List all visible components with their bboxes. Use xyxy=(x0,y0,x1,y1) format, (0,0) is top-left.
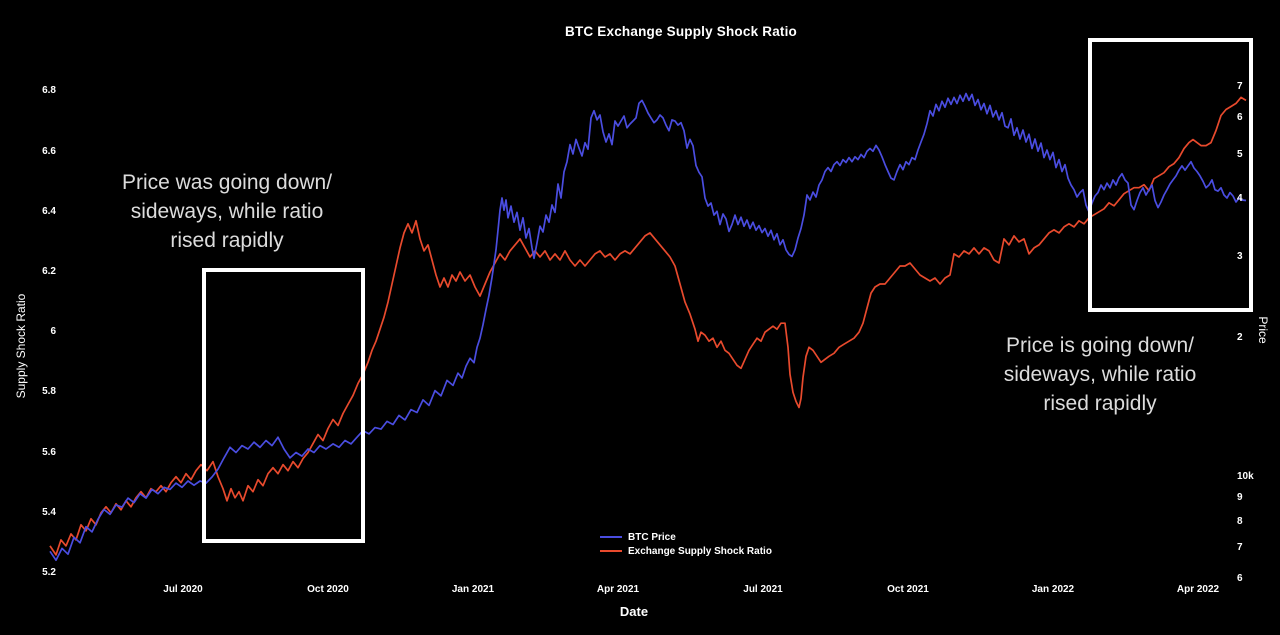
y-right-tick-label: 10k xyxy=(1237,471,1254,482)
annotation-left-line3: rised rapidly xyxy=(170,229,284,252)
x-tick-label: Jul 2020 xyxy=(163,584,203,595)
y-left-tick-label: 5.2 xyxy=(42,567,56,578)
y-left-tick-label: 5.6 xyxy=(42,446,56,458)
highlight-box-right xyxy=(1088,38,1253,312)
y-right-tick-label: 4 xyxy=(1237,193,1243,205)
legend-label: BTC Price xyxy=(628,531,676,543)
y-right-tick-label: 5 xyxy=(1237,148,1243,160)
legend: BTC Price Exchange Supply Shock Ratio xyxy=(600,530,772,558)
x-tick-label: Jan 2022 xyxy=(1031,584,1075,595)
x-tick-label: Oct 2021 xyxy=(887,584,929,595)
x-tick-label: Oct 2020 xyxy=(307,584,349,595)
y-axis-left-title: Supply Shock Ratio xyxy=(14,293,28,399)
legend-swatch-line xyxy=(600,550,622,552)
y-right-tick-label: 6 xyxy=(1237,573,1243,585)
y-right-tick-label: 3 xyxy=(1237,251,1243,263)
annotation-left: Price was going down/ sideways, while ra… xyxy=(97,168,357,255)
annotation-right-line1: Price is going down/ xyxy=(1006,334,1194,357)
supply-shock-ratio-line xyxy=(49,96,1247,556)
x-tick-label: Apr 2022 xyxy=(1176,584,1220,595)
y-left-tick-label: 6.6 xyxy=(42,145,56,157)
y-right-tick-label: 6 xyxy=(1237,112,1243,124)
x-axis-title: Date xyxy=(619,604,649,619)
y-left-tick-label: 5.4 xyxy=(42,506,56,518)
x-tick-label: Apr 2021 xyxy=(596,584,640,595)
y-right-tick-label: 7 xyxy=(1237,81,1243,93)
legend-item[interactable]: Exchange Supply Shock Ratio xyxy=(600,544,772,558)
highlight-box-left xyxy=(202,268,365,543)
y-left-tick-label: 6.8 xyxy=(42,85,56,97)
annotation-right: Price is going down/ sideways, while rat… xyxy=(965,331,1235,418)
chart-title: BTC Exchange Supply Shock Ratio xyxy=(565,24,797,39)
y-left-tick-label: 6 xyxy=(50,326,56,338)
y-left-tick-label: 6.4 xyxy=(42,205,56,217)
annotation-right-line3: rised rapidly xyxy=(1043,392,1157,415)
y-left-tick-label: 6.2 xyxy=(42,266,56,277)
btc-price-line xyxy=(49,92,1247,562)
y-right-tick-label: 9 xyxy=(1237,492,1243,504)
y-axis-right-title: Price xyxy=(1256,316,1270,344)
legend-swatch-line xyxy=(600,536,622,538)
annotation-right-line2: sideways, while ratio xyxy=(1003,363,1197,386)
y-right-tick-label: 2 xyxy=(1237,332,1243,344)
legend-item[interactable]: BTC Price xyxy=(600,530,772,544)
y-left-tick-label: 5.8 xyxy=(42,386,56,398)
legend-label: Exchange Supply Shock Ratio xyxy=(628,545,772,557)
x-tick-label: Jan 2021 xyxy=(451,584,495,595)
x-tick-label: Jul 2021 xyxy=(743,584,783,595)
y-right-tick-label: 7 xyxy=(1237,542,1243,554)
annotation-left-line2: sideways, while ratio xyxy=(130,200,324,223)
annotation-left-line1: Price was going down/ xyxy=(121,171,333,194)
y-right-tick-label: 8 xyxy=(1237,515,1243,527)
